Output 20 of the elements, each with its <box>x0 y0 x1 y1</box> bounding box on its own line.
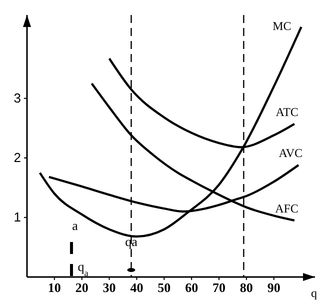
annotation: a <box>72 218 78 233</box>
x-tick-label: 70 <box>212 280 226 296</box>
x-tick-label: 30 <box>102 280 116 296</box>
x-tick-label: 60 <box>185 280 198 296</box>
x-tick-label: 90 <box>267 280 280 296</box>
x-axis-title: q <box>311 286 317 300</box>
x-tick-label: 20 <box>75 280 88 296</box>
y-tick-label: 3 <box>14 90 21 106</box>
y-tick-label: 2 <box>14 150 21 166</box>
x-tick-label: 80 <box>240 280 253 296</box>
y-tick-label: 1 <box>14 210 21 225</box>
x-tick-label: 40 <box>130 280 144 296</box>
annotation: qa <box>125 234 138 250</box>
series-label: AFC <box>275 201 298 216</box>
x-tick-label: 10 <box>48 280 61 296</box>
annotation: q$_{a}$ <box>78 259 88 278</box>
series-label: ATC <box>276 104 298 119</box>
x-tick-label: 50 <box>158 280 171 296</box>
series-label: AVC <box>278 146 303 160</box>
series-label: MC <box>272 19 292 33</box>
